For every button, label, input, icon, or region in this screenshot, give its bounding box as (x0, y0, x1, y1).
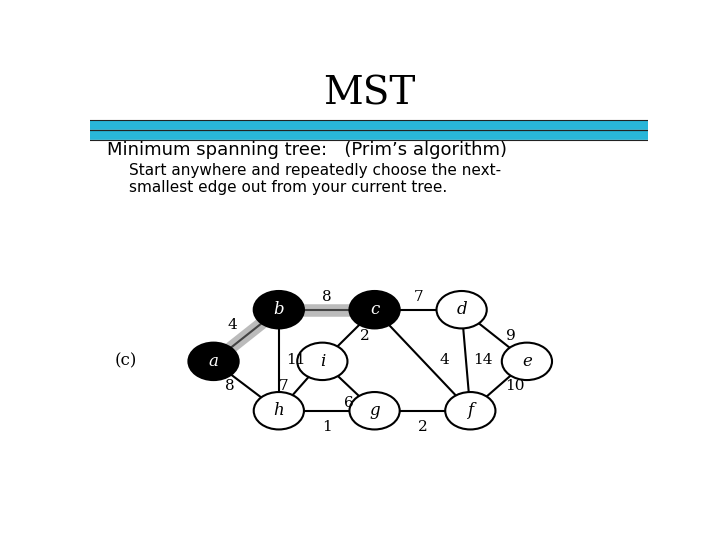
Text: d: d (456, 301, 467, 318)
Text: 7: 7 (413, 290, 423, 304)
Text: c: c (370, 301, 379, 318)
Circle shape (502, 343, 552, 380)
Text: i: i (320, 353, 325, 370)
Text: e: e (522, 353, 532, 370)
Circle shape (445, 392, 495, 429)
Text: MST: MST (323, 76, 415, 112)
Text: Start anywhere and repeatedly choose the next-: Start anywhere and repeatedly choose the… (129, 163, 501, 178)
Text: smallest edge out from your current tree.: smallest edge out from your current tree… (129, 180, 447, 195)
Text: f: f (467, 402, 473, 419)
Circle shape (253, 291, 304, 328)
Text: 8: 8 (225, 379, 234, 393)
Circle shape (297, 343, 348, 380)
Text: 9: 9 (506, 328, 516, 342)
Text: 2: 2 (418, 420, 428, 434)
Circle shape (349, 392, 400, 429)
Text: Minimum spanning tree:   (Prim’s algorithm): Minimum spanning tree: (Prim’s algorithm… (107, 141, 507, 159)
Text: 2: 2 (360, 328, 370, 342)
Text: a: a (209, 353, 218, 370)
Text: 7: 7 (279, 379, 289, 393)
Text: 8: 8 (322, 290, 331, 304)
Text: h: h (274, 402, 284, 419)
Text: 14: 14 (473, 353, 492, 367)
Text: 4: 4 (228, 318, 237, 332)
Text: b: b (274, 301, 284, 318)
Circle shape (189, 343, 238, 380)
Text: g: g (369, 402, 380, 419)
Circle shape (436, 291, 487, 328)
Text: 10: 10 (505, 379, 525, 393)
Text: 11: 11 (286, 353, 305, 367)
Circle shape (253, 392, 304, 429)
Text: 4: 4 (440, 353, 450, 367)
Text: 1: 1 (322, 420, 332, 434)
Text: 6: 6 (343, 396, 354, 410)
Circle shape (349, 291, 400, 328)
Text: (c): (c) (115, 353, 138, 370)
